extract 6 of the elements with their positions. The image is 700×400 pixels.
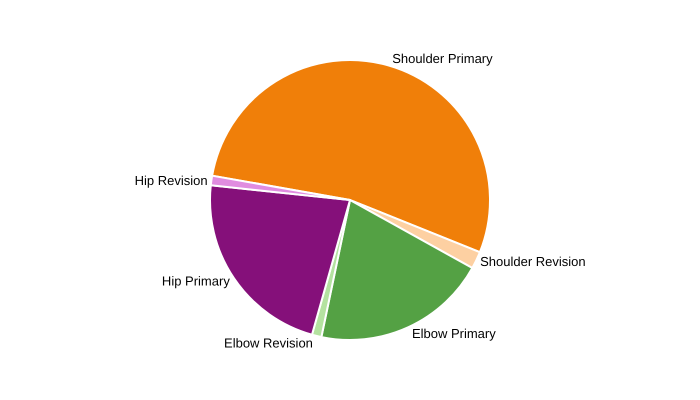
slice-label: Hip Primary [162, 273, 230, 288]
slice-label: Hip Revision [134, 172, 208, 188]
slice-label: Elbow Primary [412, 326, 496, 342]
slice-label: Shoulder Revision [480, 254, 586, 270]
slice-label: Shoulder Primary [392, 50, 494, 66]
slice-label: Elbow Revision [224, 336, 313, 351]
